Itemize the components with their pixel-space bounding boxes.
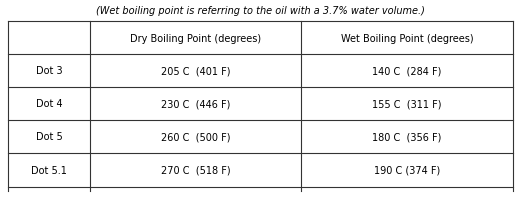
Text: 190 C (374 F): 190 C (374 F) [374,165,440,175]
Text: 180 C  (356 F): 180 C (356 F) [373,132,442,142]
Text: Dot 5.1: Dot 5.1 [31,165,67,175]
Text: 270 C  (518 F): 270 C (518 F) [160,165,230,175]
Text: Dot 4: Dot 4 [35,99,63,109]
Text: 155 C  (311 F): 155 C (311 F) [372,99,442,109]
Text: Dot 3: Dot 3 [35,66,63,76]
Text: 260 C  (500 F): 260 C (500 F) [161,132,230,142]
Text: Wet Boiling Point (degrees): Wet Boiling Point (degrees) [341,33,473,43]
Text: 230 C  (446 F): 230 C (446 F) [161,99,230,109]
Text: Dot 5: Dot 5 [35,132,63,142]
Text: 140 C  (284 F): 140 C (284 F) [373,66,442,76]
Text: (Wet boiling point is referring to the oil with a 3.7% water volume.): (Wet boiling point is referring to the o… [96,6,425,16]
Text: 205 C  (401 F): 205 C (401 F) [161,66,230,76]
Text: Dry Boiling Point (degrees): Dry Boiling Point (degrees) [130,33,261,43]
